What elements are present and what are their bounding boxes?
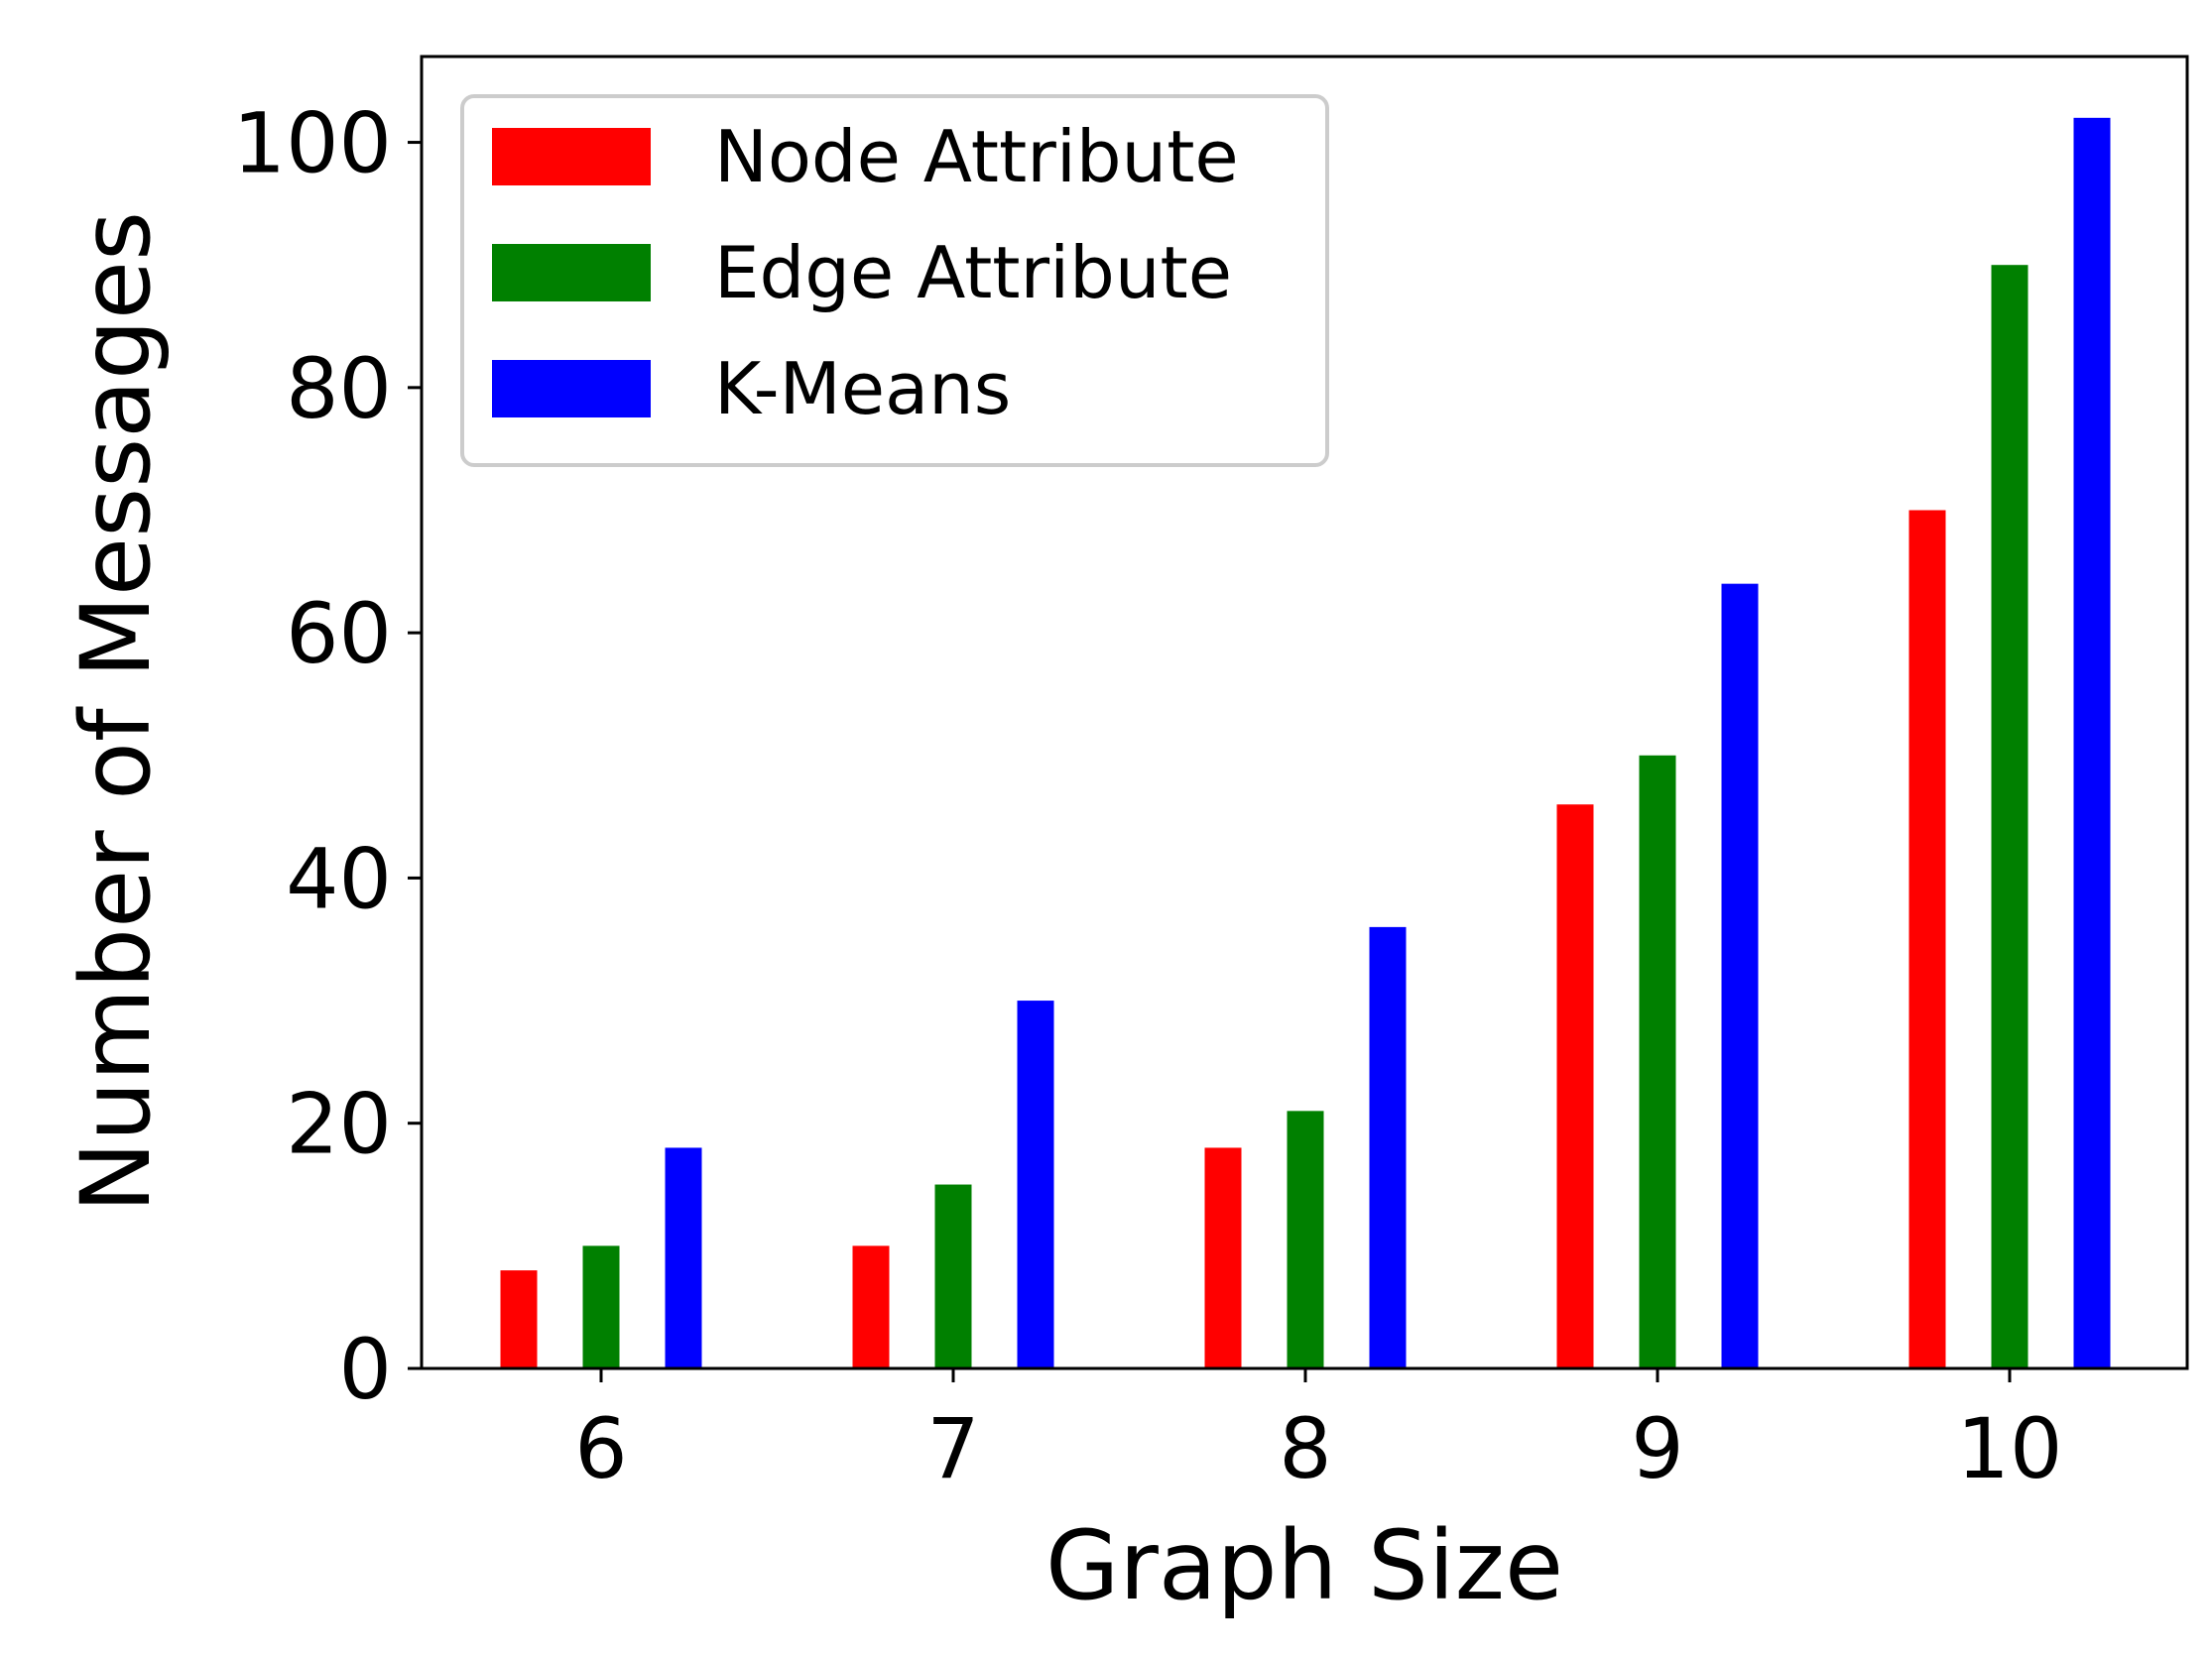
- legend-label: Node Attribute: [714, 115, 1239, 198]
- bar-k-means-7: [1017, 1001, 1054, 1368]
- bar-node-attribute-6: [500, 1270, 538, 1368]
- y-tick-label: 40: [286, 830, 392, 927]
- bar-k-means-9: [1721, 583, 1759, 1368]
- legend-label: Edge Attribute: [714, 231, 1232, 314]
- legend-swatch: [492, 360, 651, 417]
- y-tick-label: 100: [233, 95, 392, 192]
- legend-frame: [460, 94, 1329, 467]
- bar-k-means-6: [665, 1147, 702, 1368]
- legend-swatch: [492, 128, 651, 185]
- y-axis-title: Number of Messages: [61, 211, 172, 1213]
- bar-node-attribute-8: [1204, 1147, 1242, 1368]
- x-tick-label: 9: [1631, 1400, 1683, 1497]
- bar-k-means-10: [2073, 117, 2111, 1369]
- legend-swatch: [492, 244, 651, 301]
- bar-edge-attribute-9: [1639, 755, 1676, 1368]
- x-tick-label: 7: [926, 1400, 979, 1497]
- bars-layer: [500, 117, 2111, 1369]
- y-tick-label: 60: [286, 585, 392, 682]
- y-axis: 0 20 40 60 80 100: [233, 95, 422, 1418]
- bar-k-means-8: [1369, 926, 1407, 1368]
- x-tick-label: 10: [1957, 1400, 2063, 1497]
- bar-node-attribute-7: [852, 1245, 890, 1368]
- y-tick-label: 0: [339, 1321, 392, 1418]
- bar-edge-attribute-7: [934, 1184, 972, 1368]
- y-tick-label: 80: [286, 340, 392, 437]
- legend: Node Attribute Edge Attribute K-Means: [460, 94, 1329, 467]
- bar-node-attribute-9: [1556, 804, 1594, 1368]
- x-tick-label: 6: [574, 1400, 627, 1497]
- bar-edge-attribute-10: [1991, 265, 2028, 1368]
- bar-edge-attribute-8: [1287, 1111, 1324, 1368]
- bar-edge-attribute-6: [582, 1245, 620, 1368]
- x-axis: 6 7 8 9 10: [574, 1368, 2062, 1497]
- y-tick-label: 20: [286, 1076, 392, 1173]
- x-axis-title: Graph Size: [1045, 1510, 1563, 1621]
- x-tick-label: 8: [1279, 1400, 1331, 1497]
- legend-label: K-Means: [714, 347, 1011, 430]
- bar-node-attribute-10: [1908, 510, 1946, 1368]
